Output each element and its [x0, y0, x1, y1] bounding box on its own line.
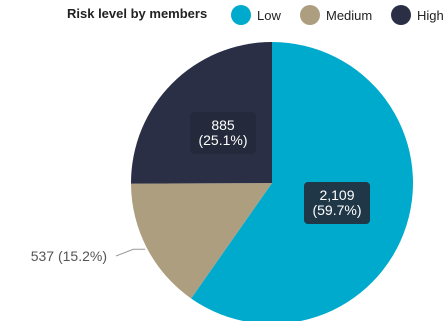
- legend-swatch-medium: [300, 5, 320, 25]
- data-label-box-high: [190, 112, 256, 154]
- data-label-low: 2,109 (59.7%): [312, 187, 361, 218]
- legend-label-high: High: [417, 7, 444, 23]
- data-label-box-low: [304, 182, 370, 224]
- legend-swatch-high: [391, 5, 411, 25]
- pie-slice-medium[interactable]: [131, 183, 272, 299]
- legend-item-medium[interactable]: Medium: [300, 5, 372, 25]
- legend-item-low[interactable]: Low: [231, 5, 281, 25]
- legend-item-high[interactable]: High: [391, 5, 444, 25]
- data-label-medium: 537 (15.2%): [31, 248, 107, 264]
- leader-line-medium: [115, 248, 146, 257]
- pie-slice-low[interactable]: [191, 42, 413, 321]
- legend-swatch-low: [231, 5, 251, 25]
- legend-title: Risk level by members: [67, 6, 208, 21]
- data-label-high: 885 (25.1%): [198, 117, 247, 148]
- legend-label-medium: Medium: [326, 7, 373, 23]
- legend-label-low: Low: [257, 7, 281, 23]
